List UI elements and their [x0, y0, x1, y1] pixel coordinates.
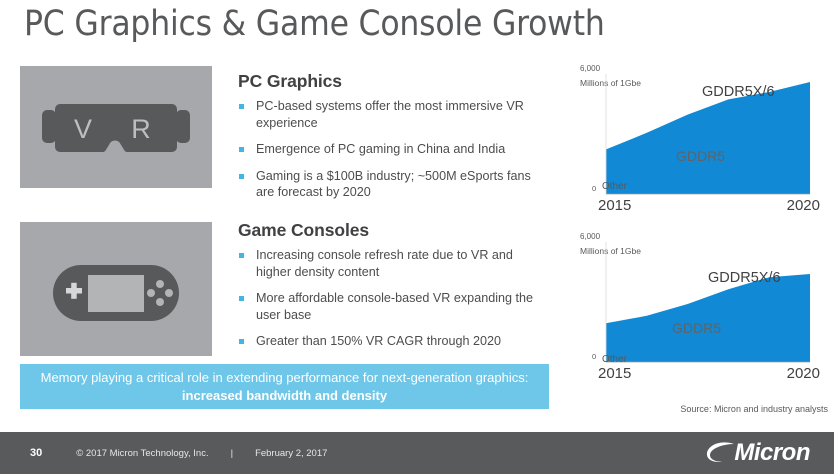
- chart-x-tick-end: 2020: [786, 197, 820, 214]
- vr-headset-icon: V R: [42, 104, 190, 152]
- bullet-text: Increasing console refresh rate due to V…: [256, 248, 513, 279]
- bullet-marker-icon: [239, 173, 244, 179]
- series-label-gddr5: GDDR5: [672, 320, 722, 336]
- list-item: Increasing console refresh rate due to V…: [238, 247, 550, 280]
- vr-headset-image: V R: [20, 66, 212, 188]
- bullet-marker-icon: [239, 296, 244, 301]
- list-item: Gaming is a $100B industry; ~500M eSport…: [238, 168, 550, 201]
- micron-swoosh-icon: [707, 442, 735, 462]
- callout-banner: Memory playing a critical role in extend…: [20, 364, 549, 409]
- series-label-gddr5x6: GDDR5X/6: [708, 270, 781, 286]
- series-label-gddr5: GDDR5: [676, 148, 726, 164]
- bullet-text: Emergence of PC gaming in China and Indi…: [256, 142, 506, 156]
- callout-text-normal: Memory playing a critical role in extend…: [40, 370, 529, 385]
- footer-copyright: © 2017 Micron Technology, Inc.: [76, 447, 209, 459]
- source-note: Source: Micron and industry analysts: [680, 404, 828, 414]
- vr-letter-r: R: [131, 114, 151, 144]
- chart-y-zero-label: 0: [592, 184, 597, 193]
- series-area-gddr5x6: [606, 82, 810, 194]
- bullet-text: More affordable console-based VR expandi…: [256, 291, 534, 322]
- handheld-console-image: [20, 222, 212, 356]
- chart-plot-area: [605, 242, 810, 363]
- chart-plot-area: [605, 74, 810, 195]
- micron-logo-text: Micron: [734, 439, 810, 466]
- chart-y-top-label: 6,000: [580, 232, 601, 241]
- footer-divider: |: [230, 447, 234, 459]
- chart-y-top-label: 6,000: [580, 64, 601, 73]
- bullet-marker-icon: [239, 339, 244, 344]
- vr-letter-v: V: [74, 114, 92, 144]
- chart-x-tick-start: 2015: [598, 197, 632, 214]
- callout-text: Memory playing a critical role in extend…: [20, 369, 549, 404]
- bullet-list-pc-graphics: PC-based systems offer the most immersiv…: [238, 98, 550, 211]
- series-label-other: Other: [602, 181, 628, 192]
- section-heading-game-consoles: Game Consoles: [238, 220, 369, 240]
- footer-page-number: 30: [30, 447, 43, 459]
- page-title: PC Graphics & Game Console Growth: [24, 4, 605, 44]
- section-heading-pc-graphics: PC Graphics: [238, 71, 342, 91]
- chart-y-axis-label: Millions of 1Gbe: [580, 246, 641, 256]
- pc-graphics-chart: 6,000 Millions of 1Gbe 0 GDDR5X/6 GDDR5 …: [574, 64, 824, 216]
- chart-x-tick-end: 2020: [786, 365, 820, 382]
- chart-y-zero-label: 0: [592, 352, 597, 361]
- list-item: Emergence of PC gaming in China and Indi…: [238, 141, 550, 158]
- game-consoles-chart: 6,000 Millions of 1Gbe 0 GDDR5X/6 GDDR5 …: [574, 232, 824, 384]
- bullet-list-game-consoles: Increasing console refresh rate due to V…: [238, 247, 550, 360]
- series-area-gddr5x6: [606, 274, 810, 362]
- handheld-console-icon: [53, 265, 179, 321]
- series-label-gddr5x6: GDDR5X/6: [702, 84, 775, 100]
- bullet-marker-icon: [239, 147, 244, 152]
- bullet-marker-icon: [239, 253, 244, 258]
- bullet-text: Gaming is a $100B industry; ~500M eSport…: [256, 168, 531, 200]
- bullet-text: PC-based systems offer the most immersiv…: [256, 99, 524, 130]
- footer-bar: 30 © 2017 Micron Technology, Inc. | Febr…: [0, 432, 834, 474]
- list-item: PC-based systems offer the most immersiv…: [238, 98, 550, 131]
- list-item: Greater than 150% VR CAGR through 2020: [238, 333, 550, 350]
- chart-x-tick-start: 2015: [598, 365, 632, 382]
- bullet-text: Greater than 150% VR CAGR through 2020: [256, 334, 502, 348]
- callout-text-emphasis: increased bandwidth and density: [181, 387, 388, 403]
- chart-y-axis-label: Millions of 1Gbe: [580, 78, 641, 88]
- list-item: More affordable console-based VR expandi…: [238, 290, 550, 323]
- footer-date: February 2, 2017: [255, 447, 328, 459]
- bullet-marker-icon: [239, 104, 244, 109]
- series-label-other: Other: [602, 354, 628, 365]
- micron-logo: Micron: [704, 438, 810, 468]
